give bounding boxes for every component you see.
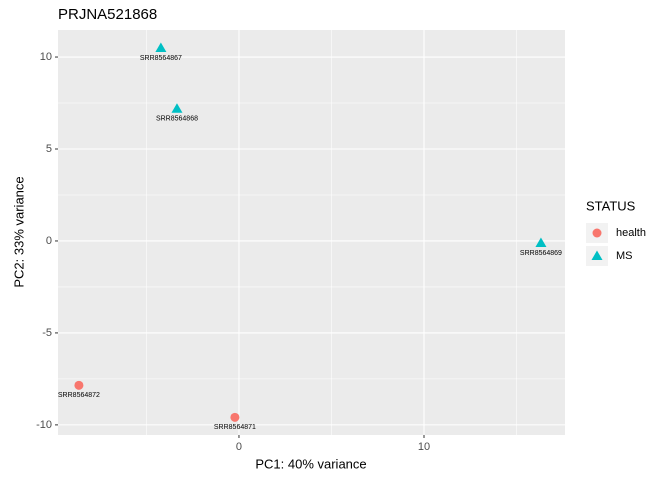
x-axis-title: PC1: 40% variance (255, 456, 366, 471)
point-label: SRR8564871 (214, 424, 256, 431)
x-tick-label: 10 (418, 441, 430, 453)
point-label: SRR8564869 (520, 250, 562, 257)
point (171, 103, 183, 113)
y-tick-label: -10 (36, 419, 52, 431)
grid (58, 30, 565, 435)
y-axis-title: PC2: 33% variance (11, 176, 26, 287)
chart-title: PRJNA521868 (58, 6, 157, 23)
y-tick-label: 0 (46, 235, 52, 247)
legend-label: health (616, 227, 646, 239)
point-label: SRR8564868 (156, 116, 198, 123)
legend-label: MS (616, 250, 633, 262)
point-label: SRR8564867 (140, 55, 182, 62)
y-tick-label: 10 (40, 51, 52, 63)
panel-background (58, 30, 565, 435)
x-tick-label: 0 (236, 441, 242, 453)
marks: SRR8564872 SRR8564871 SRR8564867 SRR8564868… (58, 42, 562, 431)
point (74, 380, 84, 390)
point (230, 412, 240, 422)
point (155, 42, 167, 53)
point (535, 237, 547, 247)
y-tick-label: 5 (46, 143, 52, 155)
point-label: SRR8564872 (58, 392, 100, 399)
y-tick-label: -5 (42, 327, 52, 339)
legend-symbol (592, 228, 602, 238)
legend-symbol (591, 250, 603, 260)
legend-title: STATUS (586, 198, 636, 213)
